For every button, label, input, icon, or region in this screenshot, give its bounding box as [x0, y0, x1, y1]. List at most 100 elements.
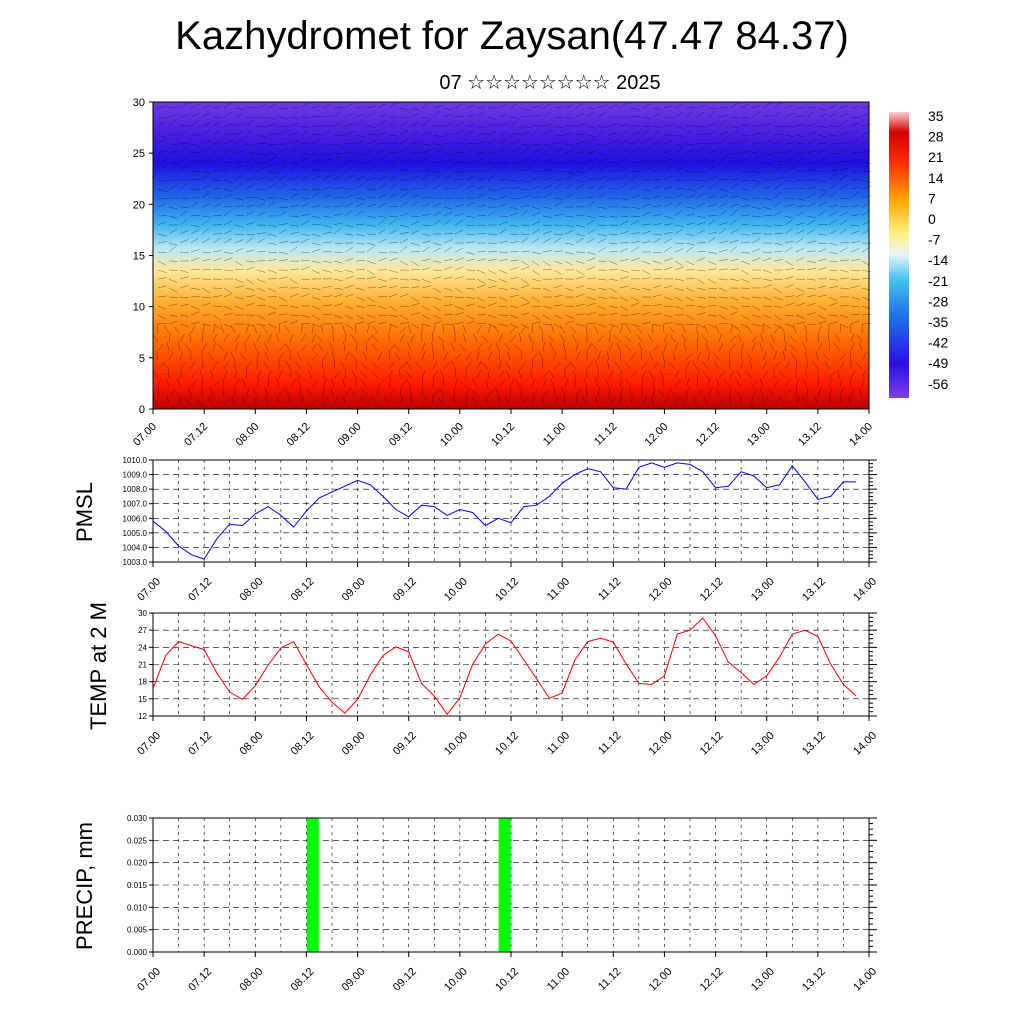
colorbar-label: -56 [928, 376, 948, 392]
pmsl-xtick-label: 13.00 [749, 576, 777, 604]
colorbar-label: 35 [928, 108, 944, 124]
colorbar-label: -7 [928, 232, 941, 248]
pmsl-xtick-label: 09.12 [391, 576, 419, 604]
colorbar-label: 28 [928, 129, 944, 145]
temp-axis-label: TEMP at 2 M [86, 602, 111, 730]
temp-ytick-label: 21 [138, 661, 147, 670]
pmsl-xtick-label: 13.12 [800, 576, 828, 604]
precip-panel: 0.000 0.005 0.010 0.015 0.020 0.025 0.030 07.0… [72, 814, 879, 994]
colorbar-label: -21 [928, 273, 948, 289]
heatmap-ytick-label: 0 [139, 404, 145, 416]
temp-xtick-label: 08.00 [237, 730, 265, 758]
temp-xtick-label: 13.00 [749, 730, 777, 758]
precip-bar [498, 818, 511, 952]
precip-axis-label: PRECIP, mm [72, 822, 97, 950]
pmsl-xtick-label: 08.12 [289, 576, 317, 604]
precip-ytick-label: 0.005 [127, 926, 148, 935]
temp-ytick-label: 24 [138, 643, 147, 652]
pmsl-xtick-label: 07.12 [186, 576, 214, 604]
precip-xtick-label: 08.12 [289, 966, 317, 994]
temp-xtick-label: 11.12 [596, 730, 623, 757]
pmsl-xtick-label: 09.00 [340, 576, 368, 604]
pmsl-xtick-label: 12.00 [647, 576, 675, 604]
heatmap-ytick-label: 20 [133, 199, 145, 211]
pmsl-xtick-label: 10.00 [442, 576, 470, 604]
pmsl-axis-label: PMSL [72, 482, 97, 542]
pmsl-ytick-label: 1008.0 [123, 485, 148, 494]
precip-xtick-label: 12.00 [647, 966, 675, 994]
pmsl-xtick-label: 14.00 [851, 576, 879, 604]
colorbar-label: 14 [928, 170, 944, 186]
pmsl-ytick-label: 1003.0 [123, 558, 148, 567]
page-title: Kazhydromet for Zaysan(47.47 84.37) [175, 14, 849, 58]
precip-xtick-label: 08.00 [237, 966, 265, 994]
temp-ytick-label: 12 [138, 712, 147, 721]
colorbar-label: -49 [928, 355, 948, 371]
pmsl-ytick-label: 1006.0 [123, 514, 148, 523]
heatmap-xtick-label: 07.12 [182, 421, 210, 449]
heatmap-xtick-label: 12.00 [643, 421, 671, 449]
temp-ytick-label: 27 [138, 626, 147, 635]
heatmap-xtick-label: 10.12 [489, 421, 517, 449]
precip-ytick-label: 0.000 [127, 948, 148, 957]
precip-xtick-label: 11.00 [545, 966, 572, 993]
precip-xtick-label: 14.00 [851, 966, 879, 994]
temp-xtick-label: 13.12 [800, 730, 828, 758]
colorbar-label: 21 [928, 149, 944, 165]
heatmap-xtick-label: 10.00 [438, 421, 466, 449]
heatmap-xtick-label: 07.00 [131, 421, 159, 449]
precip-xtick-label: 09.12 [391, 966, 419, 994]
temp-xtick-label: 10.12 [493, 730, 521, 758]
temp-xtick-label: 12.00 [647, 730, 675, 758]
precip-ytick-label: 0.025 [127, 836, 148, 845]
temp-xtick-label: 08.12 [289, 730, 317, 758]
temp-ytick-label: 15 [138, 695, 147, 704]
pmsl-xtick-label: 10.12 [493, 576, 521, 604]
precip-xtick-label: 13.12 [800, 966, 828, 994]
precip-xtick-label: 10.12 [493, 966, 521, 994]
heatmap-xtick-label: 09.00 [336, 421, 364, 449]
heatmap-xtick-label: 13.00 [745, 421, 773, 449]
temp-xtick-label: 09.12 [391, 730, 419, 758]
heatmap-field [153, 102, 869, 409]
pmsl-series-line [152, 462, 857, 560]
temp-panel: 12 15 18 21 24 27 30 07.00 07.12 08.00 08.12 09.00… [86, 602, 879, 758]
precip-ytick-label: 0.010 [127, 903, 148, 912]
heatmap-ytick-label: 15 [133, 251, 145, 263]
colorbar-label: -42 [928, 335, 948, 351]
heatmap-xtick-label: 08.00 [233, 421, 261, 449]
colorbar: 35 28 21 14 7 0 -7 -14 -21 -28 -35 -42 -49 -56 [889, 108, 948, 398]
temp-xtick-label: 10.00 [442, 730, 470, 758]
colorbar-label: -14 [928, 252, 948, 268]
colorbar-label: 0 [928, 211, 936, 227]
colorbar-label: -35 [928, 314, 948, 330]
heatmap-xtick-label: 14.00 [847, 421, 875, 449]
heatmap-ytick-label: 10 [133, 302, 145, 314]
temp-series-line [152, 617, 857, 716]
heatmap-xtick-label: 08.12 [285, 421, 313, 449]
precip-xtick-label: 09.00 [340, 966, 368, 994]
colorbar-scale [889, 112, 909, 398]
heatmap-ytick-label: 5 [139, 353, 145, 365]
temp-xtick-label: 14.00 [851, 730, 879, 758]
temp-xtick-label: 07.00 [135, 730, 163, 758]
temp-ytick-label: 30 [138, 609, 147, 618]
pmsl-ytick-label: 1005.0 [123, 529, 148, 538]
temp-xtick-label: 12.12 [698, 730, 726, 758]
pmsl-ytick-label: 1009.0 [123, 471, 148, 480]
pmsl-xtick-label: 08.00 [237, 576, 265, 604]
pmsl-xtick-label: 07.00 [135, 576, 163, 604]
heatmap-ytick-label: 25 [133, 148, 145, 160]
heatmap-xtick-label: 11.00 [541, 421, 568, 448]
temp-ytick-label: 18 [138, 678, 147, 687]
pmsl-xtick-label: 12.12 [698, 576, 726, 604]
wind-vector-field [152, 102, 872, 406]
pmsl-ytick-label: 1010.0 [123, 456, 148, 465]
pmsl-xtick-label: 11.12 [596, 576, 623, 603]
heatmap-xtick-label: 11.12 [592, 421, 619, 448]
precip-xtick-label: 12.12 [698, 966, 726, 994]
precip-xtick-label: 07.12 [186, 966, 214, 994]
heatmap-xtick-label: 09.12 [387, 421, 415, 449]
pmsl-panel: 1003.0 1004.0 1005.0 1006.0 1007.0 1008.0 1009… [72, 456, 879, 604]
